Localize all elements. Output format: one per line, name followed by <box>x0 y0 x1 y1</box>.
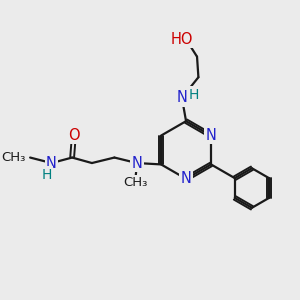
Text: CH₃: CH₃ <box>1 151 25 164</box>
Text: CH₃: CH₃ <box>123 176 148 189</box>
Text: N: N <box>46 155 57 170</box>
Text: N: N <box>131 155 142 170</box>
Text: H: H <box>41 168 52 182</box>
Text: O: O <box>68 128 79 142</box>
Text: H: H <box>188 88 199 101</box>
Text: N: N <box>206 128 217 143</box>
Text: HO: HO <box>171 32 193 47</box>
Text: N: N <box>181 171 191 186</box>
Text: N: N <box>176 90 188 105</box>
